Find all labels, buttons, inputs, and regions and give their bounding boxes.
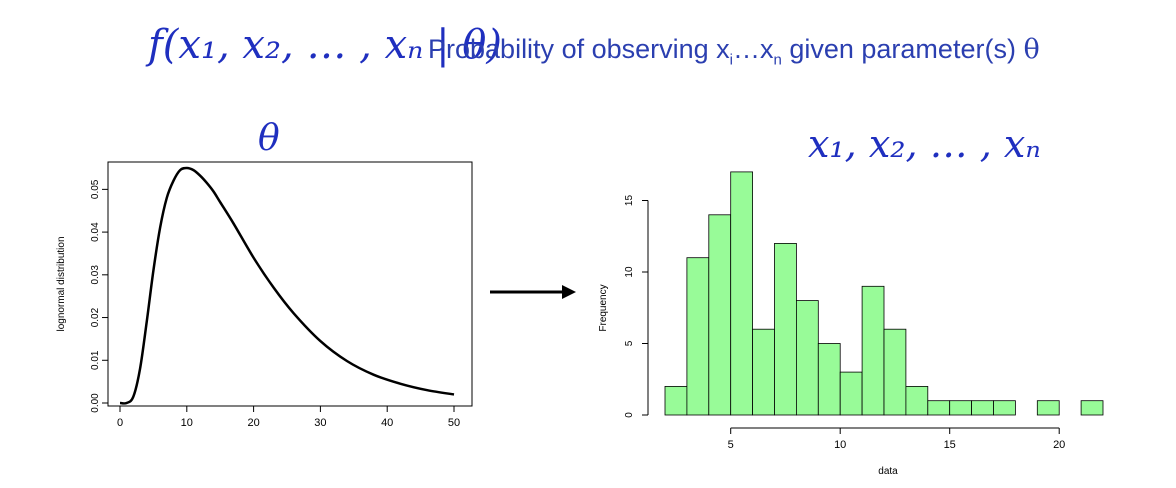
y-tick-label: 0.04 — [90, 222, 101, 242]
histogram-bar — [730, 171, 753, 416]
histogram-bar — [774, 243, 797, 416]
likelihood-caption: Probability of observing xi…xn given par… — [428, 34, 1040, 68]
histogram-bar — [839, 371, 863, 416]
y-tick-label: 0.05 — [90, 179, 101, 199]
histogram-bar — [927, 400, 951, 416]
x-tick-label: 30 — [314, 417, 326, 429]
histogram-chart: 5 10 15 20 data 0 5 10 15 Frequency — [598, 171, 1104, 477]
lognormal-chart: 0 10 20 30 40 50 0.00 0.01 0.02 0.03 0.04 0.05 logno… — [56, 161, 473, 429]
left-panel-title: θ — [258, 118, 280, 159]
likelihood-formula: f(x₁, x₂, … , xₙ | θ) — [148, 22, 502, 68]
histogram-bar — [817, 343, 841, 416]
y-tick-label: 0.00 — [90, 393, 101, 413]
histogram-bar — [883, 328, 907, 416]
arrow-head-icon — [562, 285, 576, 299]
histogram-bar — [1036, 400, 1060, 416]
histogram-bar — [861, 285, 885, 416]
y-tick-label: 0.02 — [90, 307, 101, 327]
arrow — [490, 285, 576, 299]
caption-prefix: Probability of observing x — [428, 34, 730, 64]
right-panel-title: x₁, x₂, … , xₙ — [808, 122, 1041, 166]
y-tick-label: 0 — [624, 412, 635, 418]
y-axis-label: lognormal distribution — [56, 236, 67, 331]
histogram-bar — [971, 400, 994, 416]
x-tick-label: 15 — [944, 439, 956, 451]
histogram-bar — [664, 385, 688, 416]
histogram-bar — [752, 328, 775, 416]
y-tick-label: 15 — [624, 195, 635, 207]
x-tick-label: 10 — [834, 439, 846, 451]
caption-mid: …x — [733, 34, 774, 64]
x-tick-label: 5 — [728, 439, 734, 451]
x-tick-label: 0 — [117, 417, 123, 429]
caption-sub-n: n — [773, 51, 782, 69]
histogram-bar — [905, 385, 929, 416]
caption-theta: θ — [1023, 34, 1040, 65]
x-tick-label: 50 — [448, 417, 460, 429]
histogram-bar — [708, 214, 732, 416]
x-tick-label: 10 — [181, 417, 193, 429]
y-axis-label: Frequency — [598, 284, 609, 331]
y-tick-label: 10 — [624, 266, 635, 278]
histogram-bar — [795, 300, 819, 416]
caption-sub-i: i — [729, 51, 733, 69]
histogram-bar — [1080, 400, 1104, 416]
histogram-bar — [993, 400, 1016, 416]
x-tick-label: 40 — [381, 417, 393, 429]
histogram-bar — [686, 257, 710, 416]
y-tick-label: 5 — [624, 340, 635, 346]
y-tick-label: 0.03 — [90, 265, 101, 285]
x-tick-label: 20 — [247, 417, 259, 429]
density-line — [119, 166, 455, 405]
headline: f(x₁, x₂, … , xₙ | θ) Probability of obs… — [0, 0, 1176, 110]
plot-frame — [107, 161, 473, 407]
x-axis-label: data — [878, 466, 898, 477]
caption-suffix: given parameter(s) — [781, 34, 1024, 64]
x-tick-label: 20 — [1053, 439, 1065, 451]
histogram-bar — [949, 400, 973, 416]
y-tick-label: 0.01 — [90, 350, 101, 370]
